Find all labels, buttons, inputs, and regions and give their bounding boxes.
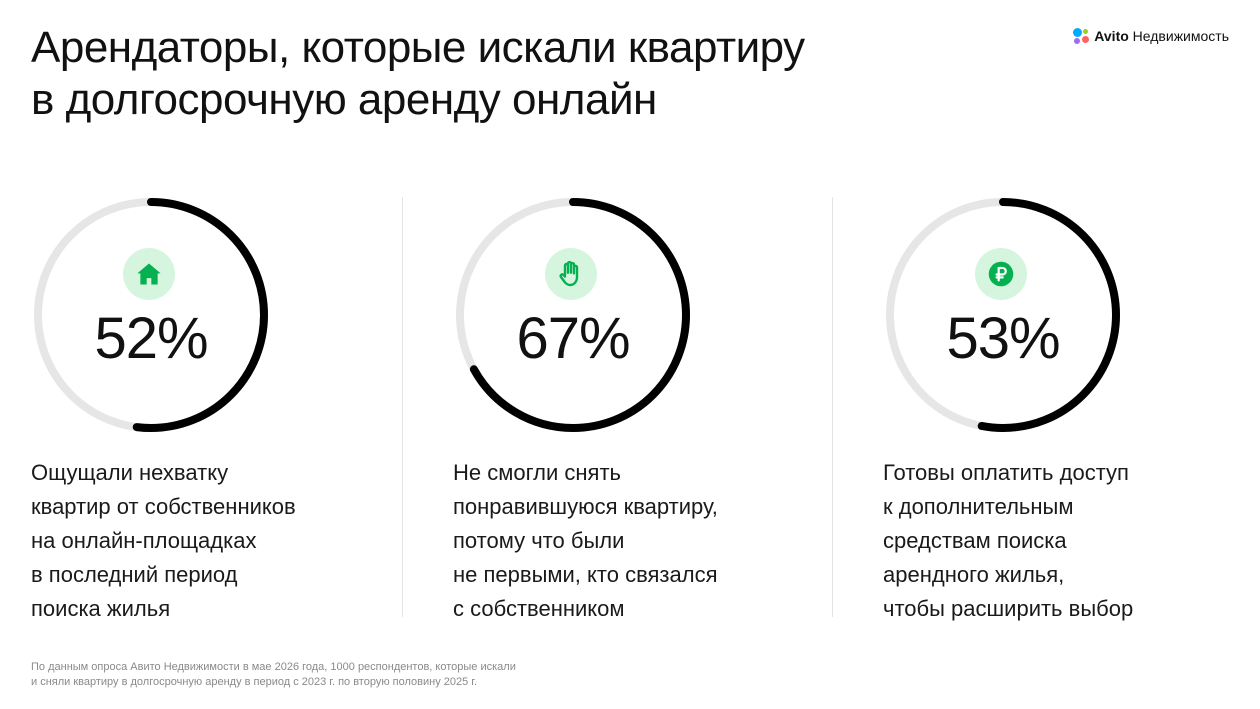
- footnote-line-1: По данным опроса Авито Недвижимости в ма…: [31, 661, 516, 673]
- description-line: средствам поиска: [883, 528, 1067, 553]
- logo-text: Avito Недвижимость: [1094, 28, 1229, 44]
- avito-logo: Avito Недвижимость: [1073, 28, 1229, 44]
- progress-ring-svg: [886, 198, 1120, 432]
- stat-description: Готовы оплатить доступ к дополнительным ср…: [883, 456, 1260, 626]
- description-line: Не смогли снять: [453, 460, 621, 485]
- description-line: потому что были: [453, 528, 625, 553]
- page-title: Арендаторы, которые искали квартиру в до…: [31, 22, 991, 126]
- description-line: Готовы оплатить доступ: [883, 460, 1129, 485]
- avito-logo-icon: [1073, 28, 1090, 44]
- description-line: квартир от собственников: [31, 494, 296, 519]
- page-title-line-2: в долгосрочную аренду онлайн: [31, 75, 657, 124]
- ring-value-arc: [34, 198, 268, 432]
- column-divider-2: [832, 197, 833, 617]
- progress-ring-svg: [456, 198, 690, 432]
- progress-ring: [883, 195, 1123, 435]
- percent-label: 52%: [94, 306, 208, 371]
- description-line: не первыми, кто связался: [453, 562, 718, 587]
- ruble-icon: [975, 248, 1027, 300]
- logo-brand: Avito: [1094, 28, 1129, 44]
- stat-description: Не смогли снять понравившуюся квартиру, по…: [453, 456, 833, 626]
- page-title-line-1: Арендаторы, которые искали квартиру: [31, 23, 805, 72]
- stat-description: Ощущали нехватку квартир от собственников…: [31, 456, 411, 626]
- percent-label: 67%: [516, 306, 630, 371]
- footnote-line-2: и сняли квартиру в долгосрочную аренду в…: [31, 676, 477, 688]
- description-line: на онлайн-площадках: [31, 528, 257, 553]
- description-line: понравившуюся квартиру,: [453, 494, 718, 519]
- description-line: Ощущали нехватку: [31, 460, 229, 485]
- description-line: чтобы расширить выбор: [883, 596, 1134, 621]
- logo-product: Недвижимость: [1132, 28, 1229, 44]
- hand-icon: [545, 248, 597, 300]
- description-line: к дополнительным: [883, 494, 1074, 519]
- percent-label: 53%: [946, 306, 1060, 371]
- ring-value-arc: [886, 198, 1120, 432]
- description-line: поиска жилья: [31, 596, 171, 621]
- progress-ring-svg: [34, 198, 268, 432]
- description-line: с собственником: [453, 596, 625, 621]
- footnote: По данным опроса Авито Недвижимости в ма…: [31, 660, 516, 690]
- column-divider-1: [402, 197, 403, 617]
- progress-ring: [31, 195, 271, 435]
- house-icon: [123, 248, 175, 300]
- description-line: в последний период: [31, 562, 238, 587]
- progress-ring: [453, 195, 693, 435]
- ring-value-arc: [456, 198, 690, 432]
- description-line: арендного жилья,: [883, 562, 1065, 587]
